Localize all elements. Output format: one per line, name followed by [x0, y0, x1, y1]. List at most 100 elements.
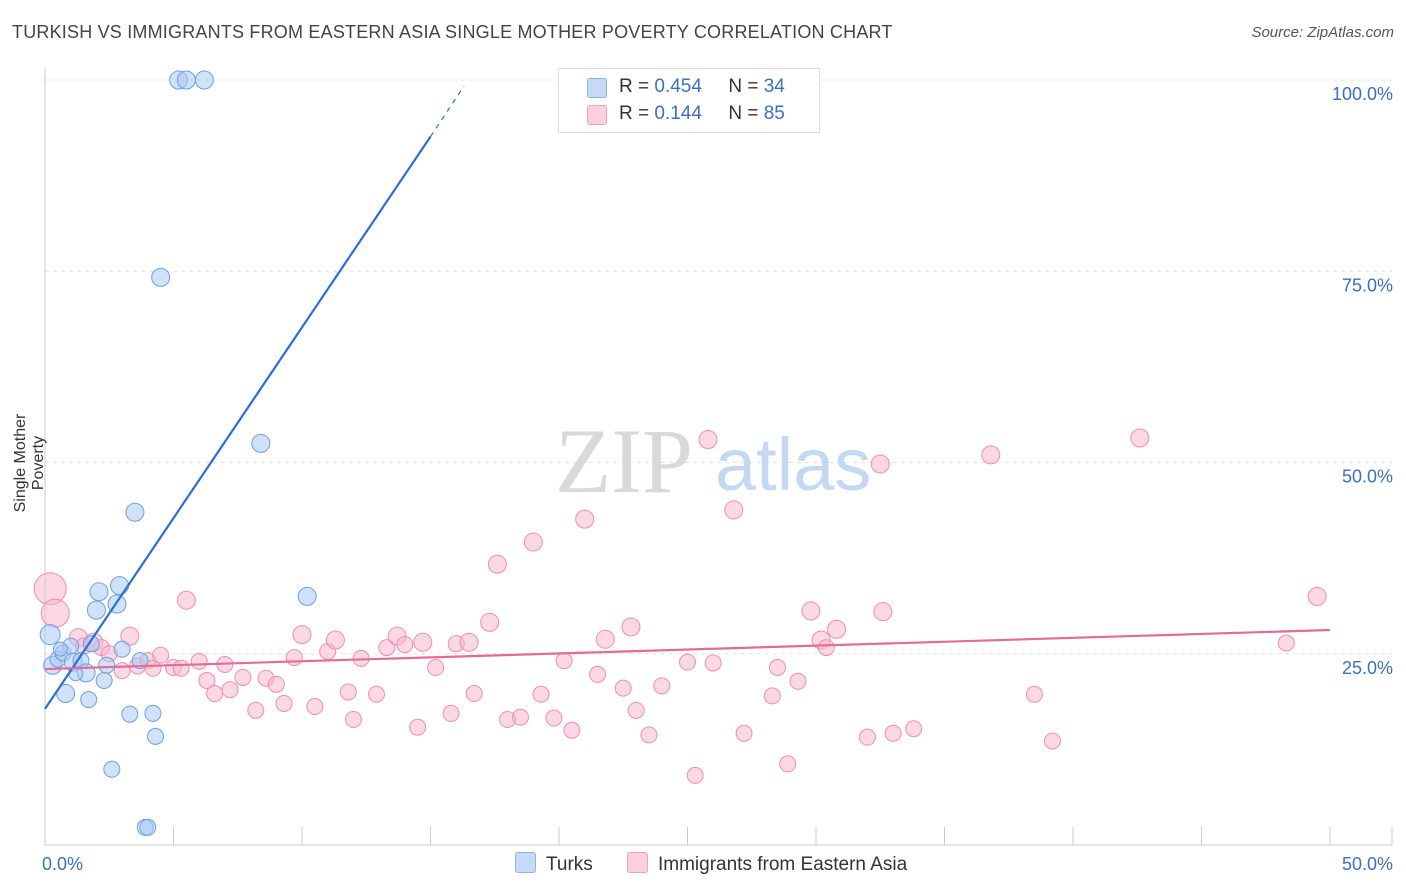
data-point — [981, 445, 1001, 465]
bottom-legend-label-turks: Turks — [546, 854, 593, 875]
legend-n-value: 34 — [763, 76, 785, 97]
data-point — [532, 685, 550, 703]
bottom-legend-swatch-turks — [515, 852, 536, 873]
data-point — [704, 654, 722, 672]
data-point — [480, 612, 500, 632]
data-point — [98, 656, 116, 674]
data-point — [511, 708, 529, 726]
data-point — [621, 617, 641, 637]
data-point — [686, 766, 704, 784]
data-point — [267, 675, 285, 693]
data-point — [614, 679, 632, 697]
tick-labels: 25.0% 50.0% 75.0% 100.0% 0.0% 50.0% — [42, 84, 1393, 874]
data-point — [95, 672, 113, 690]
legend-r-value: 0.454 — [654, 76, 702, 97]
data-point — [131, 652, 149, 670]
y-tick-label: 50.0% — [1342, 467, 1393, 487]
data-point — [306, 698, 324, 716]
bottom-legend-eastern-asia: Immigrants from Eastern Asia — [627, 852, 907, 876]
data-point — [121, 705, 139, 723]
data-point — [413, 632, 433, 652]
data-point — [763, 687, 781, 705]
data-point — [627, 701, 645, 719]
data-point — [247, 701, 265, 719]
data-point — [575, 509, 595, 529]
data-point — [325, 630, 345, 650]
data-point — [339, 683, 357, 701]
x-tick-label: 50.0% — [1342, 854, 1393, 874]
data-point — [234, 668, 252, 686]
data-point — [779, 755, 797, 773]
data-point — [206, 685, 224, 703]
data-point — [344, 711, 362, 729]
legend-swatch-eastern-asia — [587, 105, 607, 125]
legend-r-label: R = — [619, 76, 650, 97]
data-point — [427, 659, 445, 677]
data-point — [789, 672, 807, 690]
watermark-atlas: atlas — [715, 423, 871, 506]
data-point — [176, 70, 196, 90]
data-point — [144, 659, 162, 677]
trend-line — [44, 628, 1331, 671]
legend-r-label: R = — [619, 103, 650, 124]
data-point — [176, 590, 196, 610]
data-point — [409, 718, 427, 736]
data-point — [1307, 586, 1327, 606]
data-point — [1043, 732, 1061, 750]
data-point — [858, 728, 876, 746]
bottom-legend-turks: Turks — [515, 852, 593, 876]
data-point — [640, 726, 658, 744]
watermark-zip: ZIP — [555, 410, 693, 512]
data-point — [113, 662, 131, 680]
data-point — [275, 694, 293, 712]
data-point — [679, 653, 696, 671]
data-point — [442, 704, 460, 722]
data-point — [817, 639, 835, 657]
data-point — [905, 720, 923, 738]
data-point — [172, 659, 190, 677]
data-point — [884, 724, 902, 742]
legend-n-label: N = — [728, 76, 759, 97]
data-point — [125, 502, 145, 522]
data-point — [1025, 685, 1043, 703]
data-point — [563, 721, 581, 739]
data-point — [52, 641, 68, 657]
data-point — [827, 619, 847, 639]
data-points — [33, 70, 1327, 836]
data-point — [459, 632, 479, 652]
data-point — [190, 652, 208, 670]
data-point — [1277, 634, 1295, 652]
data-point — [292, 625, 312, 645]
y-tick-label: 100.0% — [1332, 84, 1393, 104]
data-point — [735, 724, 753, 742]
legend-n-value: 85 — [763, 103, 785, 124]
x-tick-label: 0.0% — [42, 854, 83, 874]
data-point — [147, 727, 165, 745]
data-point — [110, 576, 130, 596]
data-point — [465, 685, 483, 703]
data-point — [545, 709, 563, 727]
data-point — [144, 704, 162, 722]
data-point — [698, 430, 718, 450]
correlation-legend: R = 0.454 N = 34 R = 0.144 N = 85 — [558, 68, 820, 133]
watermark: ZIP atlas — [555, 410, 871, 512]
legend-r-value: 0.144 — [654, 103, 702, 124]
data-point — [194, 70, 214, 90]
data-point — [724, 500, 744, 520]
legend-swatch-turks — [587, 78, 607, 98]
y-tick-label: 25.0% — [1342, 658, 1393, 678]
bottom-legend-swatch-eastern-asia — [627, 852, 648, 873]
data-point — [152, 646, 170, 664]
data-point — [801, 601, 821, 621]
y-tick-label: 75.0% — [1342, 275, 1393, 295]
data-point — [653, 677, 671, 695]
axes — [44, 68, 1393, 846]
data-point — [221, 681, 239, 699]
data-point — [523, 532, 543, 552]
data-point — [113, 640, 131, 658]
trend-line — [44, 135, 432, 710]
source-label: Source: ZipAtlas.com — [1251, 24, 1394, 41]
data-point — [487, 554, 507, 574]
data-point — [89, 582, 109, 602]
